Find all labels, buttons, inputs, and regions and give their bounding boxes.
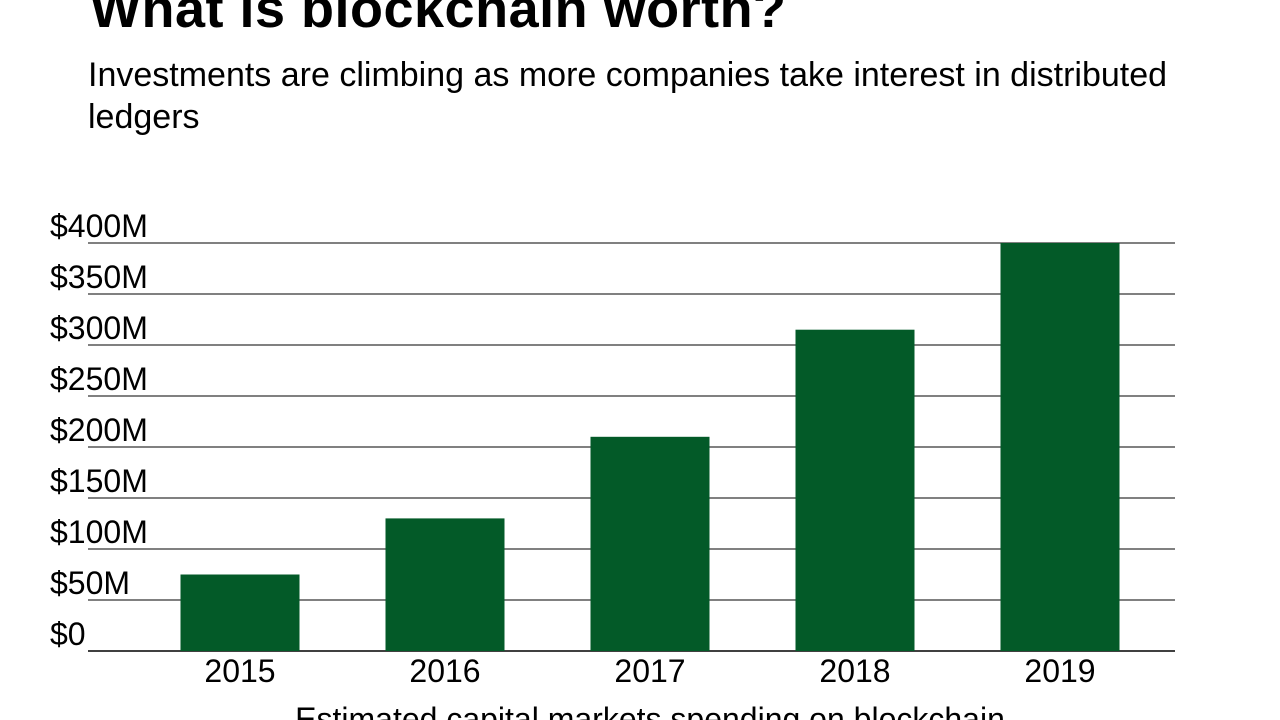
bars	[180, 243, 1120, 651]
y-tick-label: $200M	[50, 412, 148, 448]
y-tick-label: $100M	[50, 514, 148, 550]
y-tick-label: $0	[50, 616, 86, 652]
chart-subtitle: Investments are climbing as more compani…	[88, 56, 1168, 136]
x-tick-label: 2015	[204, 653, 275, 689]
bar-2017	[590, 436, 710, 651]
x-tick-label: 2018	[819, 653, 890, 689]
y-tick-label: $250M	[50, 361, 148, 397]
bar-2015	[180, 574, 300, 651]
x-tick-label: 2016	[409, 653, 480, 689]
x-axis-label: Estimated capital markets spending on bl…	[295, 701, 1005, 720]
y-tick-label: $50M	[50, 565, 130, 601]
y-tick-label: $300M	[50, 310, 148, 346]
x-tick-label: 2017	[614, 653, 685, 689]
chart-title: What is blockchain worth?	[90, 0, 787, 39]
y-tick-label: $350M	[50, 259, 148, 295]
x-tick-label: 2019	[1024, 653, 1095, 689]
x-axis-tick-labels: 2015 2016 2017 2018 2019	[204, 653, 1095, 689]
bar-2019	[1000, 243, 1120, 651]
bar-2018	[795, 329, 915, 651]
bar-2016	[385, 518, 505, 651]
y-tick-label: $150M	[50, 463, 148, 499]
y-tick-label: $400M	[50, 208, 148, 244]
y-axis-tick-labels: $0 $50M $100M $150M $200M $250M $300M $350M $400…	[50, 208, 148, 652]
